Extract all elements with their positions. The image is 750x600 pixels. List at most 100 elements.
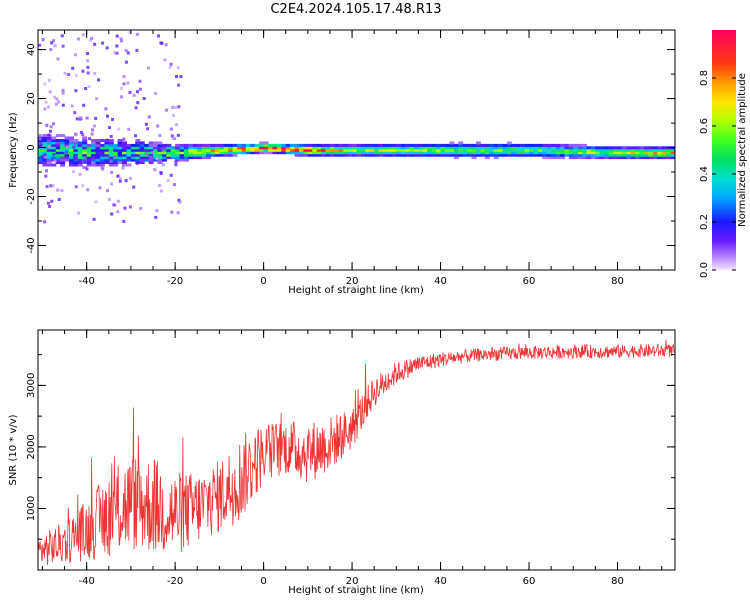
heatmap-cell: [577, 146, 583, 150]
heatmap-cell: [356, 151, 362, 155]
heatmap-cell: [169, 127, 173, 131]
heatmap-cell: [484, 146, 490, 150]
heatmap-cell: [46, 163, 52, 167]
heatmap-cell: [108, 153, 114, 157]
heatmap-cell: [360, 146, 366, 150]
heatmap-cell: [94, 200, 98, 204]
heatmap-cell: [223, 153, 229, 157]
heatmap-cell: [644, 153, 649, 157]
heatmap-cell: [511, 148, 517, 152]
heatmap-cell: [95, 97, 99, 101]
heatmap-cell: [86, 161, 92, 164]
heatmap-cell: [294, 148, 300, 152]
heatmap-cell: [139, 156, 145, 160]
heatmap-cell: [489, 151, 495, 155]
heatmap-cell: [303, 153, 309, 157]
heatmap-cell: [259, 151, 265, 155]
heatmap-cell: [285, 143, 291, 147]
heatmap-cell: [657, 156, 663, 160]
heatmap-cell: [343, 143, 349, 147]
heatmap-cell: [281, 143, 287, 147]
heatmap-cell: [47, 78, 51, 82]
heatmap-cell: [179, 148, 185, 152]
heatmap-cell: [387, 143, 393, 147]
heatmap-cell: [586, 151, 592, 155]
heatmap-cell: [69, 148, 74, 152]
heatmap-cell: [489, 143, 495, 147]
heatmap-cell: [383, 151, 388, 155]
heatmap-cell: [188, 148, 194, 152]
heatmap-cell: [157, 151, 163, 155]
spectrogram-heatmap: [38, 30, 675, 224]
heatmap-cell: [126, 151, 132, 155]
heatmap-cell: [148, 153, 154, 157]
heatmap-cell: [153, 143, 158, 147]
heatmap-cell: [546, 153, 552, 157]
heatmap-cell: [316, 143, 322, 147]
heatmap-cell: [201, 143, 207, 147]
heatmap-cell: [179, 156, 185, 160]
heatmap-cell: [232, 143, 238, 147]
heatmap-cell: [564, 146, 570, 150]
heatmap-cell: [57, 198, 61, 201]
heatmap-cell: [52, 39, 55, 43]
x-tick-label: 40: [434, 276, 447, 287]
heatmap-cell: [46, 141, 52, 145]
heatmap-cell: [167, 144, 171, 148]
heatmap-cell: [98, 186, 102, 190]
y-tick-label: -20: [26, 188, 37, 204]
heatmap-cell: [135, 32, 139, 36]
heatmap-cell: [422, 153, 428, 157]
heatmap-cell: [46, 151, 52, 155]
heatmap-cell: [51, 146, 57, 150]
heatmap-cell: [126, 163, 132, 167]
heatmap-cell: [115, 44, 119, 48]
heatmap-cell: [599, 151, 605, 155]
heatmap-cell: [436, 148, 442, 152]
heatmap-cell: [115, 34, 119, 38]
heatmap-cell: [475, 153, 481, 157]
heatmap-cell: [591, 148, 596, 152]
heatmap-cell: [91, 158, 97, 162]
heatmap-cell: [307, 148, 313, 152]
heatmap-cell: [45, 123, 49, 127]
heatmap-cell: [440, 153, 446, 157]
heatmap-cell: [135, 146, 141, 150]
heatmap-cell: [661, 148, 667, 152]
heatmap-cell: [431, 151, 437, 155]
heatmap-cell: [219, 151, 225, 155]
heatmap-cell: [106, 189, 109, 193]
heatmap-cell: [76, 37, 80, 41]
heatmap-cell: [666, 148, 672, 152]
heatmap-cell: [555, 151, 561, 155]
colorbar-tick-label: 0.0: [699, 262, 710, 278]
heatmap-cell: [46, 148, 52, 152]
heatmap-cell: [122, 137, 126, 141]
heatmap-cell: [161, 153, 167, 157]
y-tick-label: -40: [26, 237, 37, 253]
heatmap-cell: [272, 151, 278, 155]
heatmap-cell: [139, 161, 145, 164]
heatmap-cell: [53, 159, 57, 163]
heatmap-cell: [110, 170, 114, 174]
heatmap-cell: [155, 157, 159, 161]
heatmap-cell: [188, 146, 194, 150]
heatmap-cell: [493, 148, 499, 152]
heatmap-cell: [74, 133, 78, 137]
heatmap-cell: [85, 167, 89, 171]
heatmap-cell: [51, 148, 57, 152]
heatmap-cell: [453, 151, 459, 155]
heatmap-cell: [43, 107, 47, 111]
heatmap-cell: [177, 83, 181, 87]
heatmap-cell: [604, 148, 610, 152]
heatmap-cell: [467, 153, 473, 157]
heatmap-cell: [294, 143, 300, 147]
heatmap-cell: [192, 153, 198, 157]
heatmap-cell: [108, 139, 114, 142]
heatmap-cell: [219, 153, 225, 157]
heatmap-cell: [110, 212, 114, 216]
heatmap-cell: [546, 148, 552, 152]
colorbar-tick-label: 0.6: [699, 118, 710, 134]
heatmap-cell: [480, 148, 486, 152]
heatmap-cell: [113, 161, 119, 164]
